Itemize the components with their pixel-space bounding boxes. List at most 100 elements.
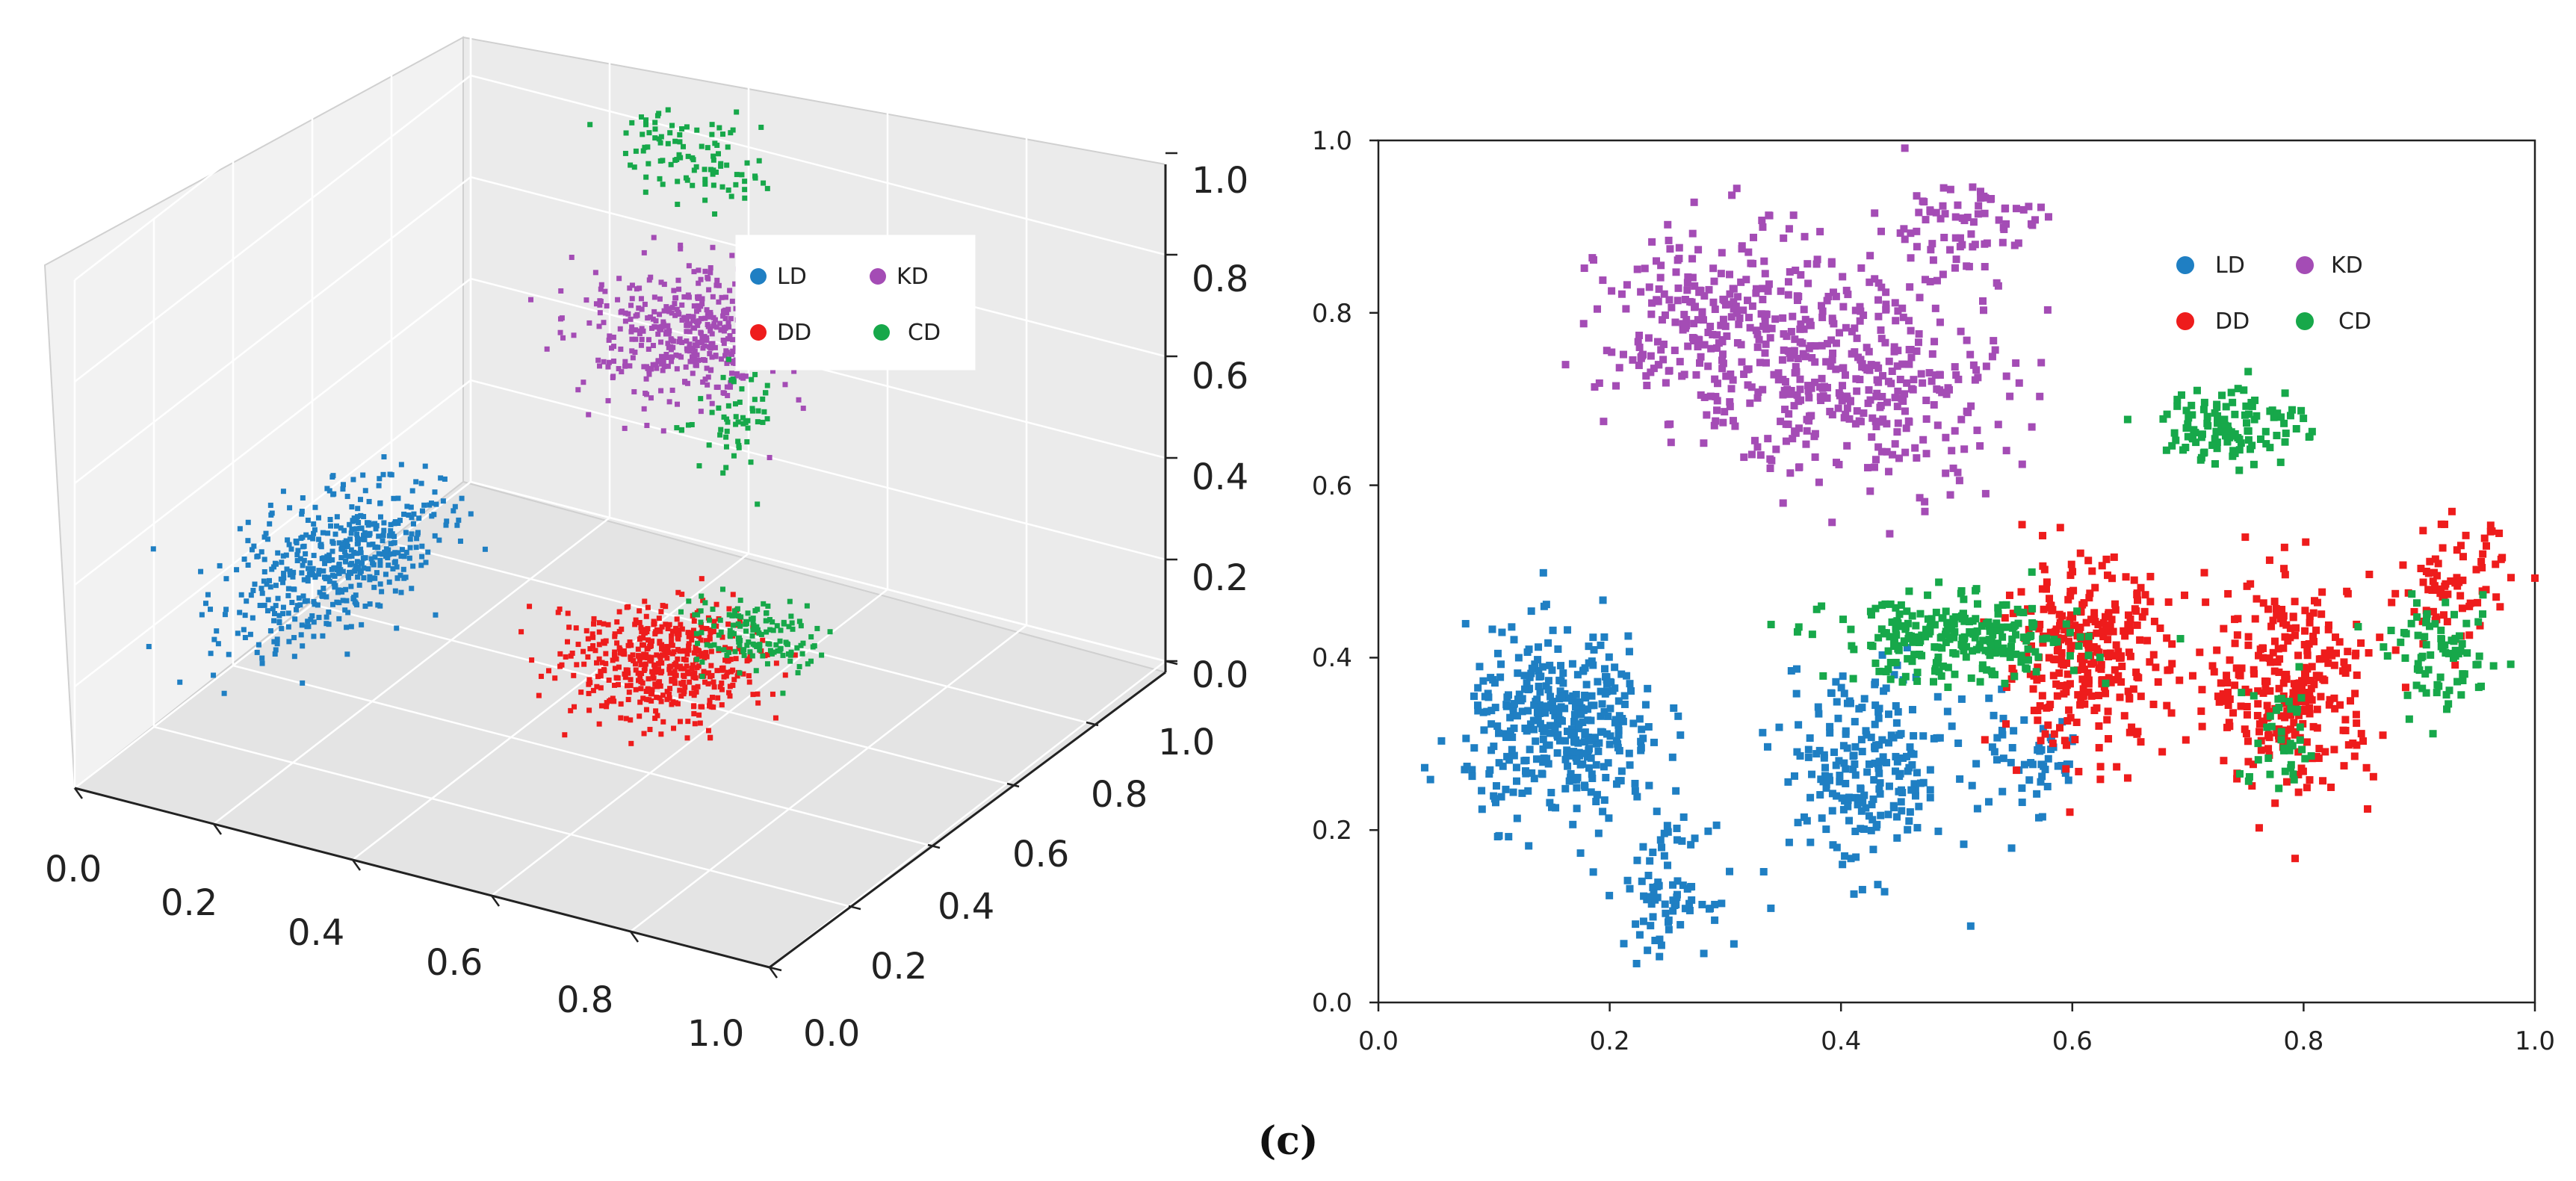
point-dd — [2278, 606, 2286, 614]
point-ld — [1919, 732, 1928, 740]
point-dd — [2281, 571, 2289, 579]
point-cd — [2220, 415, 2229, 424]
point-ld — [353, 526, 359, 532]
point-kd — [1866, 366, 1874, 374]
point-dd — [2066, 713, 2075, 722]
point-ld — [1985, 694, 1993, 702]
point-dd — [2362, 763, 2371, 772]
x2-tick-label: 0.6 — [2052, 1026, 2093, 1056]
point-cd — [737, 670, 743, 676]
point-dd — [2058, 654, 2066, 663]
point-cd — [2422, 617, 2430, 625]
point-cd — [750, 627, 756, 633]
point-cd — [1871, 659, 1880, 667]
point-ld — [367, 577, 373, 583]
point-kd — [1893, 362, 1901, 371]
point-kd — [1713, 406, 1721, 415]
point-kd — [699, 339, 705, 345]
point-ld — [352, 568, 358, 574]
point-kd — [716, 299, 722, 305]
point-cd — [750, 620, 756, 626]
point-kd — [1806, 342, 1815, 350]
point-dd — [578, 689, 584, 695]
point-ld — [403, 549, 409, 555]
point-ld — [1474, 684, 1482, 692]
point-cd — [1959, 610, 1967, 618]
point-dd — [670, 699, 676, 705]
point-dd — [2275, 684, 2283, 692]
point-dd — [2275, 668, 2283, 676]
point-cd — [710, 157, 716, 163]
point-cd — [1903, 607, 1911, 616]
point-dd — [2066, 592, 2075, 600]
point-ld — [1851, 771, 1860, 779]
point-dd — [2300, 678, 2308, 686]
point-dd — [2105, 735, 2113, 743]
point-cd — [2307, 751, 2315, 760]
point-cd — [2173, 395, 2182, 403]
point-dd — [2507, 574, 2515, 582]
point-dd — [706, 703, 712, 709]
point-cd — [2049, 638, 2058, 646]
point-kd — [1998, 238, 2007, 247]
point-cd — [710, 153, 716, 159]
point-dd — [691, 704, 697, 710]
point-dd — [2351, 689, 2359, 698]
point-cd — [764, 661, 770, 667]
point-ld — [1535, 667, 1543, 675]
y2-tick-label: 0.8 — [1312, 299, 1352, 329]
point-dd — [664, 696, 670, 702]
point-kd — [1806, 321, 1815, 329]
point-ld — [1599, 808, 1607, 816]
point-ld — [376, 533, 382, 539]
point-dd — [2496, 603, 2504, 611]
point-dd — [685, 630, 691, 636]
point-kd — [1766, 464, 1774, 472]
point-dd — [678, 663, 684, 669]
point-cd — [2066, 651, 2074, 660]
point-kd — [732, 345, 738, 351]
tick-mark — [1165, 660, 1178, 666]
point-ld — [256, 642, 261, 648]
point-dd — [2330, 661, 2338, 669]
point-kd — [1852, 375, 1860, 383]
point-ld — [1638, 877, 1646, 885]
point-cd — [744, 642, 750, 648]
point-ld — [1871, 681, 1879, 689]
point-ld — [298, 632, 304, 638]
point-kd — [1801, 232, 1809, 241]
point-cd — [734, 606, 740, 612]
point-cd — [1938, 614, 1946, 622]
point-cd — [1972, 586, 1980, 595]
point-ld — [1589, 633, 1597, 642]
point-cd — [652, 135, 658, 141]
point-cd — [808, 634, 814, 640]
point-dd — [610, 695, 616, 701]
point-kd — [1917, 370, 1925, 378]
point-ld — [1474, 707, 1482, 715]
point-cd — [2445, 686, 2453, 695]
point-cd — [2229, 452, 2237, 460]
point-kd — [669, 354, 675, 360]
point-kd — [2037, 359, 2046, 367]
point-kd — [610, 334, 616, 340]
point-ld — [311, 521, 317, 527]
point-cd — [787, 598, 793, 604]
point-dd — [2078, 661, 2087, 669]
point-dd — [2347, 697, 2355, 705]
point-kd — [660, 368, 666, 373]
point-ld — [385, 555, 391, 561]
point-ld — [365, 522, 371, 528]
point-ld — [1555, 737, 1564, 745]
point-kd — [1863, 344, 1871, 352]
point-dd — [2294, 651, 2303, 660]
point-ld — [1420, 763, 1428, 772]
point-kd — [641, 406, 647, 412]
point-dd — [2039, 562, 2047, 570]
point-cd — [1938, 633, 1946, 641]
point-dd — [2122, 573, 2130, 581]
point-kd — [724, 384, 730, 390]
point-ld — [1614, 777, 1623, 785]
point-ld — [1993, 756, 2001, 764]
point-kd — [1928, 240, 1936, 248]
